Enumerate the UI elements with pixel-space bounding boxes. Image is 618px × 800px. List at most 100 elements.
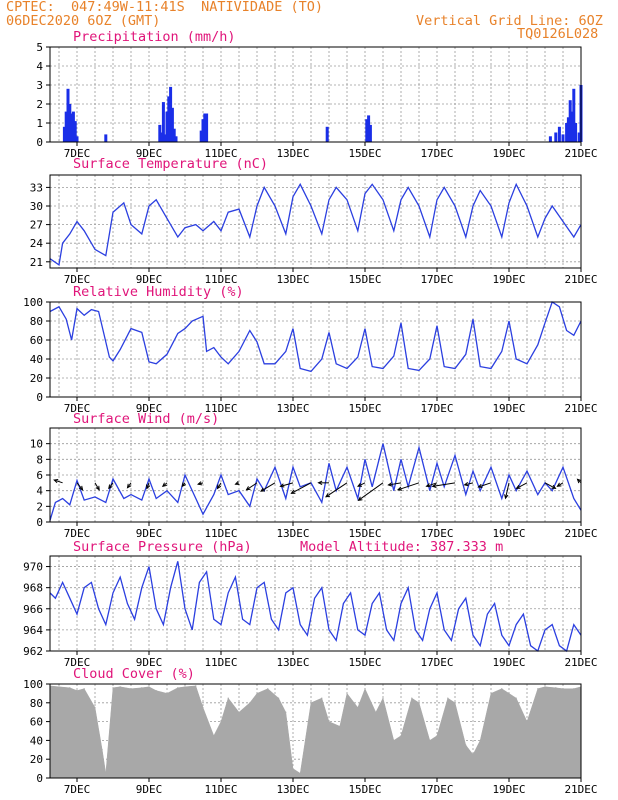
cloud-cover-point (112, 687, 114, 689)
cloud-cover-point (321, 697, 323, 699)
cloud-cover-point (148, 686, 150, 688)
wind-arrow-head (425, 483, 431, 488)
cloud-cover-point (83, 688, 85, 690)
precip-bar (66, 88, 70, 142)
wind-arrow (464, 482, 474, 486)
cloud-frame (49, 683, 582, 779)
precip-bar (174, 136, 178, 142)
cloud-cover-point (357, 706, 359, 709)
cloud-cover-area (49, 685, 582, 779)
pres-frame (49, 555, 582, 652)
precip-bar (62, 126, 66, 142)
header-date-line: 06DEC2020 6OZ (GMT) (6, 13, 161, 29)
precip-bar (548, 136, 552, 142)
wind-arrow-head (126, 483, 132, 489)
header-model-id: TQ0126L028 (517, 26, 599, 42)
wind-arrow (54, 479, 63, 484)
cloud-cover-point (346, 692, 348, 695)
cloud-cover-point (227, 697, 229, 699)
wind-xtick-label: 19DEC (492, 527, 525, 540)
precip-title: Precipitation (mm/h) (73, 29, 236, 45)
wind-arrow-head (260, 487, 266, 492)
cloud-cover-point (472, 753, 474, 756)
cloud-cover-point (202, 706, 204, 709)
wind-arrow-head (279, 483, 285, 488)
wind-arrow (280, 482, 294, 487)
wind-arrow-head (556, 482, 562, 487)
precip-bar (570, 111, 574, 142)
wind-arrow-head (317, 480, 323, 486)
cloud-cover-point (375, 711, 377, 713)
pres-xtick-label: 7DEC (64, 656, 91, 669)
cloud-cover-point (76, 689, 78, 692)
cloud-cover-point (256, 692, 258, 695)
precip-bar (367, 115, 371, 142)
rh-xtick-label: 13DEC (276, 402, 309, 415)
precip-bar (71, 111, 75, 142)
wind-arrow-head (576, 478, 582, 484)
rh-ytick-label: 60 (30, 334, 43, 347)
cloud-cover-point (400, 735, 402, 737)
wind-arrow-head (396, 486, 403, 491)
cloud-ytick-label: 100 (23, 678, 43, 691)
cloud-cover-point (454, 702, 456, 704)
precip-bar (165, 111, 169, 142)
pres-xtick-label: 17DEC (420, 656, 453, 669)
pres-series-line (49, 561, 582, 653)
temp-ytick-label: 30 (30, 200, 43, 213)
precip-panel: Precipitation (mm/h) 0 1 2 3 4 5 7DEC 9DEC 11DEC 1… (36, 29, 597, 160)
precip-bar (577, 132, 581, 142)
wind-frame (49, 427, 582, 523)
precip-bar (572, 88, 576, 142)
wind-arrow (357, 482, 366, 487)
wind-arrow (432, 482, 456, 487)
temp-frame (49, 174, 582, 269)
temp-xtick-label: 21DEC (564, 273, 597, 286)
rh-frame (49, 301, 582, 398)
precip-xtick-label: 21DEC (564, 147, 597, 160)
precip-bar (568, 100, 572, 142)
cloud-xtick-label: 17DEC (420, 783, 453, 796)
wind-arrow-head (53, 479, 59, 484)
temp-xtick-label: 9DEC (136, 273, 163, 286)
wind-arrow (397, 482, 420, 491)
cloud-ytick-label: 20 (30, 753, 43, 766)
rh-xtick-label: 21DEC (564, 402, 597, 415)
cloud-cover-point (141, 687, 143, 689)
cloud-cover-point (339, 725, 341, 727)
cloud-cover-point (447, 697, 449, 699)
wind-ytick-label: 8 (36, 453, 43, 466)
cloud-cover-point (177, 687, 179, 689)
precip-bar (75, 136, 79, 142)
precip-bar (368, 124, 372, 142)
wind-arrow-head (161, 482, 167, 488)
wind-arrow-head (290, 489, 296, 494)
wind-arrow-head (387, 482, 393, 487)
wind-arrow-head (245, 486, 251, 491)
rh-xtick-label: 17DEC (420, 402, 453, 415)
precip-bar (203, 113, 207, 142)
wind-arrow-head (477, 483, 483, 488)
cloud-cover-point (411, 697, 413, 699)
precip-bar (70, 113, 74, 142)
pres-title: Surface Pressure (hPa) (73, 539, 252, 555)
wind-arrow (478, 482, 492, 488)
wind-ytick-label: 2 (36, 500, 43, 513)
cloud-xtick-label: 11DEC (204, 783, 237, 796)
rh-series-line (49, 300, 582, 373)
wind-arrow-head (325, 493, 331, 498)
precip-bar (566, 117, 570, 142)
cloud-cover-point (105, 772, 107, 774)
cloud-cover-point (249, 702, 251, 704)
temp-series-line (49, 182, 582, 267)
pres-ytick-label: 968 (23, 582, 43, 595)
cloud-cover-point (299, 772, 301, 774)
precip-ytick-label: 2 (36, 98, 43, 111)
temp-xtick-label: 11DEC (204, 273, 237, 286)
temp-xtick-label: 19DEC (492, 273, 525, 286)
precip-bar (73, 121, 77, 142)
cloud-cover-point (310, 702, 312, 704)
wind-xtick-label: 13DEC (276, 527, 309, 540)
precip-xtick-label: 7DEC (64, 147, 91, 160)
